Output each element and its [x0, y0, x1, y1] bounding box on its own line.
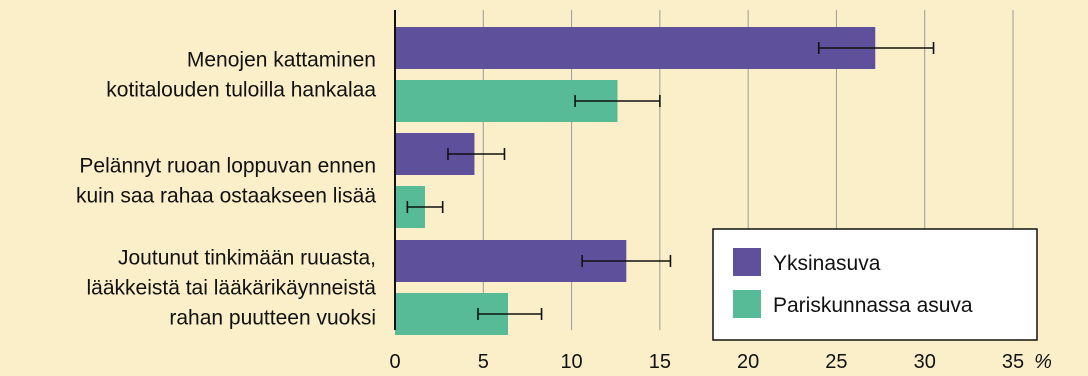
x-tick-label: 30: [914, 351, 936, 373]
category-label: lääkkeistä tai lääkärikäynneistä: [87, 277, 377, 300]
error-bars: [406, 42, 935, 320]
category-labels: Menojen kattaminen kotitalouden tuloilla …: [76, 49, 376, 330]
category-label: Menojen kattaminen: [187, 49, 376, 72]
x-tick-label: 20: [737, 351, 759, 373]
bar: [395, 27, 876, 69]
x-tick-label: 0: [389, 351, 400, 373]
category-label: rahan puutteen vuoksi: [169, 307, 376, 330]
category-label: Pelännyt ruoan loppuvan ennen: [79, 155, 376, 178]
category-label: kuin saa rahaa ostaakseen lisää: [76, 185, 376, 208]
category-label: kotitalouden tuloilla hankalaa: [106, 79, 376, 102]
x-tick-label: 35: [1002, 351, 1024, 373]
legend-label: Pariskunnassa asuva: [773, 294, 973, 317]
x-tick-label: 25: [825, 351, 847, 373]
legend-label: Yksinasuva: [773, 252, 881, 275]
x-tick-label: 15: [649, 351, 671, 373]
x-unit-label: %: [1034, 351, 1052, 373]
legend: Yksinasuva Pariskunnassa asuva: [712, 228, 1038, 341]
x-tick-label: 5: [478, 351, 489, 373]
x-axis-ticks: 0 5 10 15 20 25 30 35%: [389, 351, 1051, 373]
category-label: Joutunut tinkimään ruuasta,: [118, 247, 376, 270]
x-tick-label: 10: [560, 351, 582, 373]
legend-swatch: [733, 290, 761, 318]
legend-box: [712, 228, 1038, 341]
legend-swatch: [733, 248, 761, 276]
